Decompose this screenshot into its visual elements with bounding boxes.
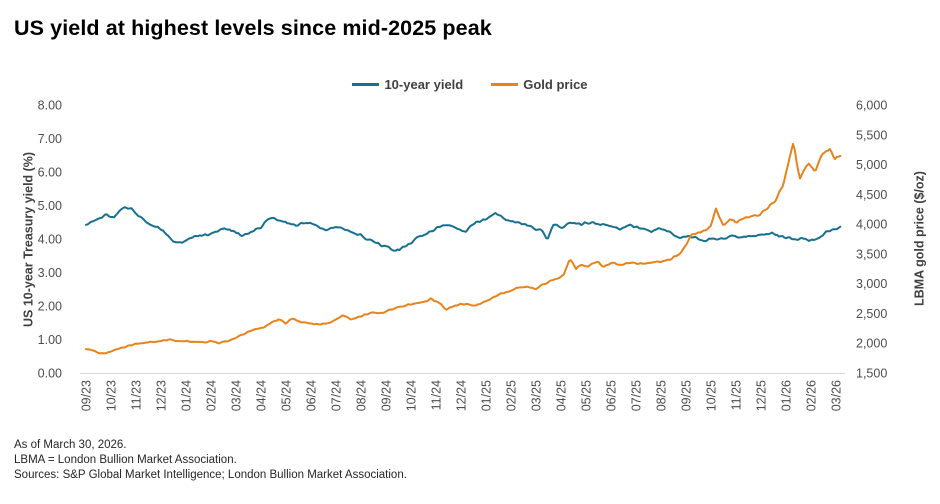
x-axis-tick-label: 10/25: [705, 380, 719, 411]
x-axis-tick-label: 04/25: [555, 380, 569, 411]
x-axis-tick-label: 02/25: [505, 380, 519, 411]
right-axis-tick-label: 4,500: [856, 188, 887, 202]
chart-title: US yield at highest levels since mid-202…: [14, 16, 492, 40]
left-axis-tick-label: 2.00: [38, 300, 62, 314]
x-axis-tick-label: 10/24: [405, 380, 419, 411]
x-axis-tick-label: 05/25: [580, 380, 594, 411]
right-axis-tick-label: 2,500: [856, 307, 887, 321]
x-axis-tick-label: 11/23: [130, 380, 144, 410]
x-axis-tick-label: 11/25: [730, 380, 744, 410]
left-axis-tick-label: 3.00: [38, 266, 62, 280]
footnote-sources: Sources: S&P Global Market Intelligence;…: [14, 469, 407, 482]
right-axis-tick-label: 5,500: [856, 128, 887, 142]
right-axis-tick-label: 2,000: [856, 337, 887, 351]
x-axis-tick-label: 03/24: [230, 380, 244, 411]
right-axis-tick-label: 1,500: [856, 367, 887, 381]
x-axis-tick-label: 12/23: [155, 380, 169, 411]
left-axis-tick-label: 6.00: [38, 166, 62, 180]
yield-line-swatch: [352, 83, 380, 86]
x-axis-tick-label: 10/23: [105, 380, 119, 411]
left-axis-tick-label: 5.00: [38, 199, 62, 213]
footnote-asof: As of March 30, 2026.: [14, 439, 127, 451]
x-axis-tick-label: 07/24: [330, 380, 344, 411]
footnotes: As of March 30, 2026. LBMA = London Bull…: [14, 438, 407, 484]
x-axis-tick-label: 06/24: [305, 380, 319, 411]
x-axis-tick-label: 03/26: [830, 380, 844, 411]
left-axis-tick-label: 4.00: [38, 233, 62, 247]
x-axis-tick-label: 11/24: [430, 380, 444, 410]
footnote-lbma: LBMA = London Bullion Market Association…: [14, 454, 237, 467]
right-axis-tick-label: 4,000: [856, 218, 887, 232]
x-axis-tick-label: 09/25: [680, 380, 694, 411]
left-axis-tick-label: 8.00: [38, 99, 62, 113]
right-axis-tick-label: 5,000: [856, 158, 887, 172]
x-axis-tick-label: 12/24: [455, 380, 469, 411]
x-axis-tick-label: 08/25: [655, 380, 669, 411]
right-axis-tick-label: 6,000: [856, 99, 887, 113]
x-axis-tick-label: 01/24: [180, 380, 194, 411]
x-axis-tick-label: 05/24: [280, 380, 294, 411]
gold-line-swatch: [491, 83, 519, 86]
x-axis-tick-label: 12/25: [755, 380, 769, 411]
x-axis-tick-label: 04/24: [255, 380, 269, 411]
legend-label-gold: Gold price: [523, 77, 588, 92]
x-axis-tick-label: 01/25: [480, 380, 494, 411]
left-axis-tick-label: 1.00: [38, 333, 62, 347]
series-line-gold-price: [85, 142, 842, 355]
left-axis-tick-label: 0.00: [38, 367, 62, 381]
right-axis-tick-label: 3,000: [856, 277, 887, 291]
x-axis-tick-label: 03/25: [530, 380, 544, 411]
legend-item-yield: 10-year yield: [352, 77, 463, 92]
left-axis-tick-label: 7.00: [38, 132, 62, 146]
right-axis-tick-label: 3,500: [856, 247, 887, 261]
x-axis-tick-label: 07/25: [630, 380, 644, 411]
legend: 10-year yield Gold price: [0, 77, 940, 92]
legend-item-gold: Gold price: [491, 77, 588, 92]
x-axis-tick-label: 02/24: [205, 380, 219, 411]
x-axis-tick-label: 01/26: [780, 380, 794, 411]
series-line-10-year-yield: [85, 206, 842, 252]
legend-label-yield: 10-year yield: [384, 77, 464, 92]
x-axis-tick-label: 09/23: [80, 380, 94, 411]
x-axis-tick-label: 02/26: [805, 380, 819, 411]
x-axis-tick-label: 06/25: [605, 380, 619, 411]
x-axis-tick-label: 09/24: [380, 380, 394, 411]
x-axis-tick-label: 08/24: [355, 380, 369, 411]
